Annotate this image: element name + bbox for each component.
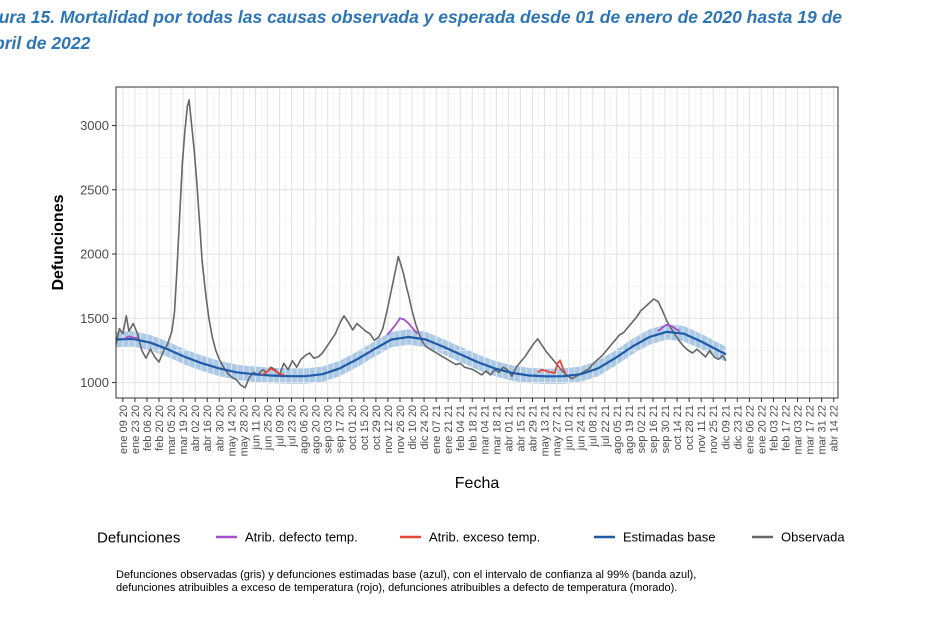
series-observada [115, 99, 727, 389]
x-tick-label: mar 31 22 [817, 405, 829, 455]
series-atrib-defecto-temp [657, 323, 681, 332]
x-tick-label: may 28 20 [238, 405, 250, 456]
x-tick-label: sep 17 20 [335, 405, 347, 453]
x-tick-label: dic 10 20 [407, 405, 419, 450]
x-tick-label: jul 22 21 [600, 405, 612, 448]
x-tick-label: ene 09 20 [118, 405, 130, 454]
x-tick-label: sep 03 20 [323, 405, 335, 453]
x-tick-label: abr 14 22 [829, 405, 841, 451]
x-tick-label: abr 15 21 [515, 405, 527, 451]
x-tick-label: may 14 20 [226, 405, 238, 456]
figure-title-line2: bril de 2022 [0, 33, 91, 53]
x-tick-label: feb 04 21 [455, 405, 467, 451]
series-estimadas-base [115, 330, 727, 378]
x-tick-label: dic 09 21 [720, 405, 732, 450]
legend-label-observed: Observada [781, 530, 845, 545]
legend-label-defect: Atrib. defecto temp. [245, 530, 358, 545]
x-tick-label: oct 15 20 [359, 405, 371, 450]
x-tick-label: feb 03 22 [768, 405, 780, 451]
series-atrib-exceso-temp [261, 367, 285, 376]
series-atrib-defecto-temp [386, 317, 418, 336]
x-tick-label: abr 01 21 [503, 405, 515, 451]
series-atrib-exceso-temp [537, 359, 567, 374]
x-tick-label: feb 18 21 [467, 405, 479, 451]
x-tick-label: abr 16 20 [202, 405, 214, 451]
x-tick-label: dic 24 20 [419, 405, 431, 450]
x-tick-label: sep 02 21 [636, 405, 648, 453]
x-axis-title: Fecha [455, 475, 500, 492]
x-tick-label: abr 29 21 [528, 405, 540, 451]
x-tick-label: abr 30 20 [214, 405, 226, 451]
figure-title-line1: gura 15. Mortalidad por todas las causas… [0, 7, 842, 27]
x-tick-label: nov 25 21 [708, 405, 720, 453]
series-atrib-defecto-temp [124, 335, 138, 340]
x-tick-label: ene 06 22 [744, 405, 756, 454]
plot-border [115, 86, 839, 399]
x-tick-label: nov 26 20 [395, 405, 407, 453]
legend-label-baseline: Estimadas base [623, 530, 716, 545]
x-tick-label: feb 20 20 [154, 405, 166, 451]
legend: Defunciones Atrib. defecto temp. Atrib. ex… [97, 530, 845, 547]
x-tick-label: oct 01 20 [347, 405, 359, 450]
y-tick-label: 3000 [80, 118, 109, 133]
x-tick-label: ene 23 20 [130, 405, 142, 454]
x-tick-label: may 27 21 [552, 405, 564, 456]
y-axis-title: Defunciones [50, 194, 67, 290]
x-tick-label: feb 06 20 [142, 405, 154, 451]
x-tick-label: nov 11 21 [696, 405, 708, 453]
caption-line2: defunciones atribuibles a exceso de temp… [116, 582, 678, 594]
legend-title: Defunciones [97, 530, 180, 547]
x-tick-label: jun 25 20 [262, 405, 274, 451]
confidence-band-layer [116, 87, 838, 398]
x-tick-label: nov 12 20 [383, 405, 395, 453]
x-tick-label: abr 02 20 [190, 405, 202, 451]
x-tick-label: ene 20 22 [756, 405, 768, 454]
x-tick-label: jun 11 20 [250, 405, 262, 450]
legend-label-excess: Atrib. exceso temp. [429, 530, 540, 545]
x-tick-label: mar 19 20 [178, 405, 190, 455]
y-tick-label: 1500 [80, 311, 109, 326]
x-tick-label: mar 04 21 [479, 405, 491, 455]
x-tick-label: jul 23 20 [287, 405, 299, 448]
x-tick-label: ene 21 21 [443, 405, 455, 454]
x-tick-label: jul 09 20 [275, 405, 287, 448]
x-tick-label: may 13 21 [540, 405, 552, 456]
x-tick-label: jun 24 21 [576, 405, 588, 451]
x-tick-label: ago 19 21 [624, 405, 636, 454]
x-tick-label: mar 18 21 [491, 405, 503, 455]
y-tick-label: 2000 [80, 247, 109, 262]
x-tick-label: ago 06 20 [299, 405, 311, 454]
x-tick-label: sep 16 21 [648, 405, 660, 453]
x-tick-label: dic 23 21 [732, 405, 744, 450]
figure-caption: Defunciones observadas (gris) y defuncio… [116, 569, 876, 595]
x-tick-label: mar 03 22 [793, 405, 805, 455]
x-tick-label: sep 30 21 [660, 405, 672, 453]
y-tick-label: 2500 [80, 182, 109, 197]
x-tick-label: jul 08 21 [588, 405, 600, 448]
y-tick-label: 1000 [80, 375, 109, 390]
axis-layer: 1000 1500 2000 2500 3000 Defunciones ene 09 20… [50, 86, 841, 492]
series-layer [115, 99, 727, 389]
x-tick-label: oct 29 20 [371, 405, 383, 450]
x-tick-label: mar 05 20 [166, 405, 178, 455]
x-tick-label: ago 20 20 [311, 405, 323, 454]
x-tick-label: feb 17 22 [781, 405, 793, 451]
grid-layer [116, 87, 838, 398]
x-tick-label: ago 05 21 [612, 405, 624, 454]
plot-panel [116, 87, 838, 398]
x-tick-label: mar 17 22 [805, 405, 817, 455]
x-tick-label: ene 07 21 [431, 405, 443, 454]
x-tick-label: oct 28 21 [684, 405, 696, 450]
x-tick-label: oct 14 21 [672, 405, 684, 450]
caption-line1: Defunciones observadas (gris) y defuncio… [116, 569, 697, 581]
x-tick-label: jun 10 21 [564, 405, 576, 451]
